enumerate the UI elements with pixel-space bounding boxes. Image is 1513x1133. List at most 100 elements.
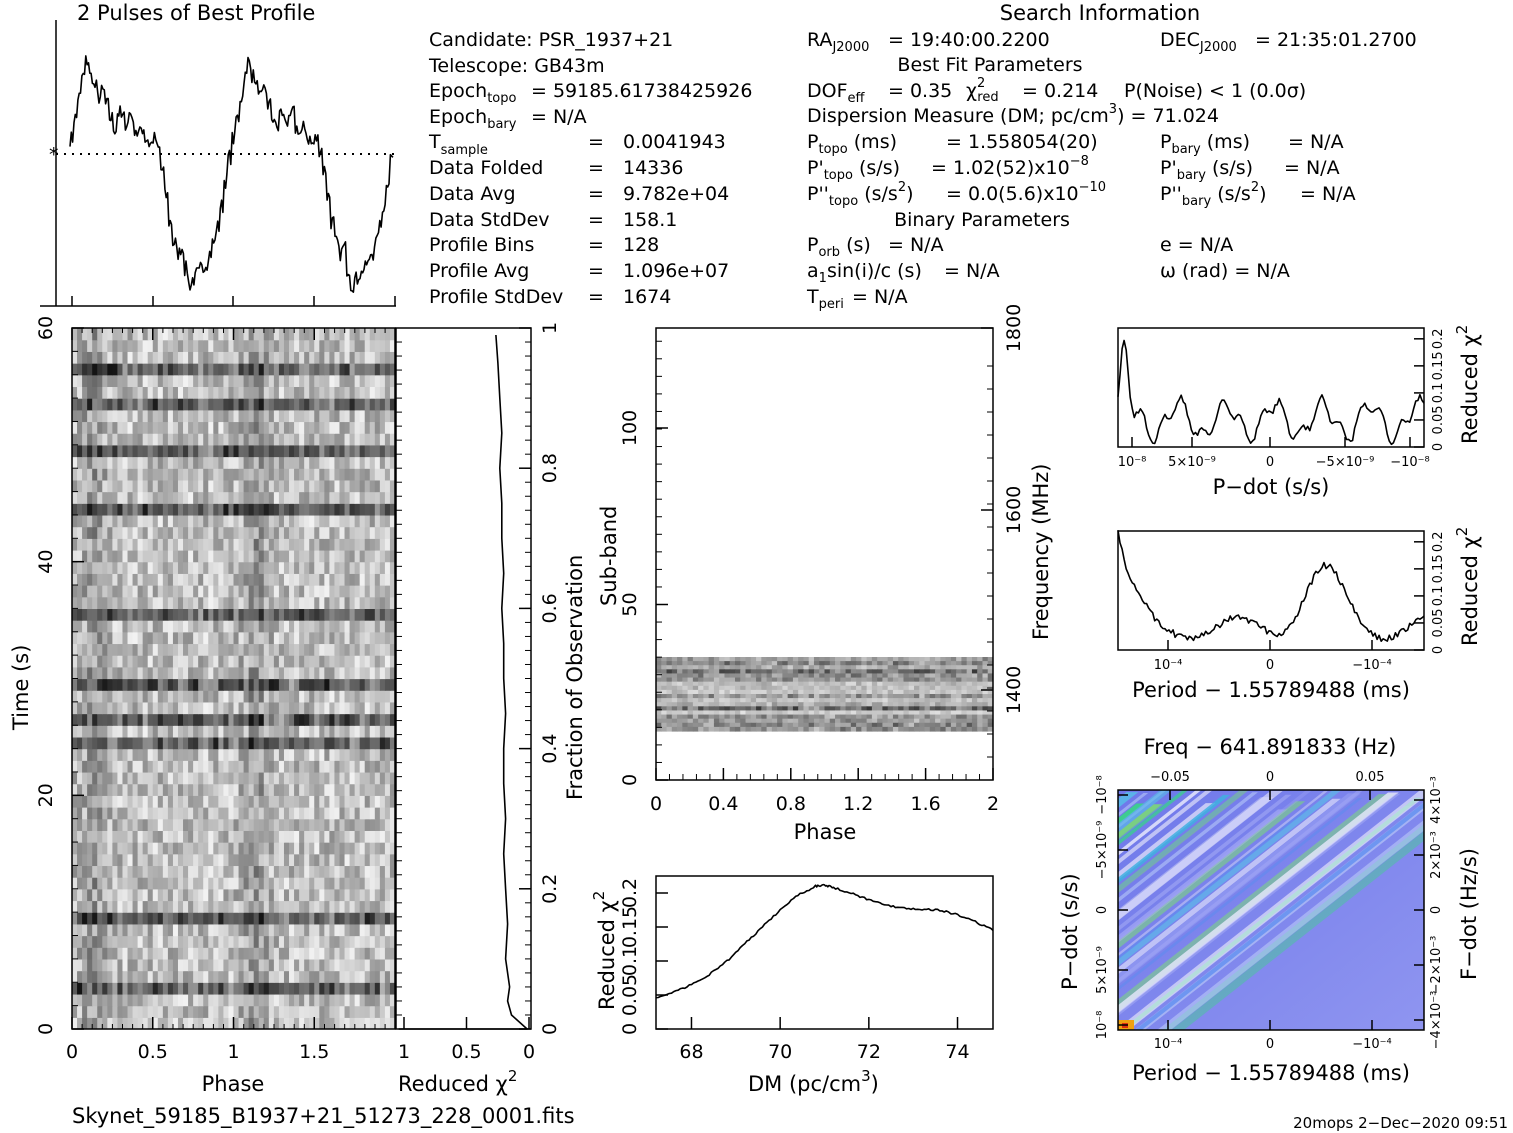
tp-cell: [253, 783, 260, 796]
sb-cell: [666, 694, 673, 699]
tp-cell: [147, 923, 154, 937]
tp-cell: [102, 386, 108, 399]
tp-cell: [334, 351, 341, 364]
tp-cell: [112, 549, 119, 563]
tp-cell: [167, 923, 174, 937]
tp-cell: [294, 514, 300, 528]
tp-cell: [198, 993, 204, 1007]
tp-cell: [208, 374, 214, 388]
sb-cell: [724, 673, 731, 679]
tp-cell: [263, 514, 270, 528]
sb-cell: [729, 673, 736, 679]
tp-cell: [319, 585, 325, 598]
tp-cell: [167, 888, 174, 902]
tp-cell: [238, 690, 245, 703]
tp-cell: [374, 947, 381, 960]
tp-cell: [97, 795, 103, 808]
tp-cell: [253, 970, 260, 983]
tp-cell: [324, 736, 330, 750]
tp-cell: [379, 947, 386, 960]
sb-cell: [887, 689, 894, 695]
tp-cell: [193, 830, 199, 843]
tp-cell: [198, 690, 204, 703]
tp-cell: [339, 328, 346, 341]
sb-cell: [798, 681, 805, 687]
tp-cell: [278, 1017, 285, 1029]
sb-cell: [656, 657, 662, 662]
tp-cell: [92, 970, 98, 983]
tp-cell: [183, 760, 189, 773]
tp-cell: [304, 328, 310, 341]
tp-cell: [299, 783, 305, 796]
sb-cell: [798, 669, 805, 675]
tp-cell: [117, 538, 124, 551]
tp-cell: [299, 818, 305, 831]
tp-cell: [319, 900, 325, 913]
tp-cell: [122, 748, 129, 761]
tp-cell: [374, 398, 381, 411]
tp-cell: [309, 631, 315, 645]
tp-cell: [142, 865, 149, 878]
tp-cell: [132, 807, 139, 820]
tp-cell: [107, 818, 113, 831]
tp-cell: [157, 421, 164, 434]
sb-cell: [929, 661, 936, 666]
tp-cell: [208, 923, 214, 937]
tp-cell: [374, 631, 381, 645]
tp-cell: [319, 947, 325, 960]
tp-cell: [299, 444, 305, 458]
tp-cell: [344, 1005, 351, 1018]
sb-cell: [966, 669, 973, 675]
tp-cell: [177, 479, 184, 493]
tp-cell: [172, 468, 179, 481]
tp-cell: [354, 585, 361, 598]
tp-cell: [102, 795, 108, 808]
tp-cell: [268, 538, 275, 551]
sb-cell: [682, 706, 689, 712]
tp-cell: [309, 842, 315, 855]
tp-cell: [334, 363, 341, 376]
tp-cell: [147, 888, 154, 902]
tp-cell: [162, 982, 169, 995]
tp-cell: [92, 795, 98, 808]
tp-cell: [142, 888, 149, 902]
tp-cell: [82, 608, 88, 621]
tp-cell: [329, 351, 336, 364]
tp-cell: [268, 514, 275, 528]
sb-cell: [835, 669, 841, 675]
tp-cell: [238, 596, 245, 609]
sb-cell: [908, 681, 915, 687]
tp-cell: [188, 760, 194, 773]
tp-cell: [82, 865, 88, 878]
sb-cell: [792, 706, 799, 712]
tp-cell: [97, 865, 103, 878]
tp-cell: [364, 339, 371, 352]
tp-cell: [112, 888, 119, 902]
tp-cell: [87, 620, 93, 633]
sb-cell: [756, 689, 762, 695]
tp-cell: [349, 818, 356, 831]
tp-cell: [369, 678, 376, 691]
tp-cell: [273, 993, 280, 1007]
tp-cell: [162, 993, 169, 1007]
tp-cell: [122, 900, 129, 913]
tp-cell: [198, 900, 204, 913]
tp-cell: [349, 958, 356, 972]
tp-cell: [213, 433, 219, 446]
tp-cell: [162, 958, 169, 972]
tp-cell: [198, 596, 204, 609]
tp-cell: [243, 713, 250, 726]
tp-cell: [364, 970, 371, 983]
tp-cell: [334, 853, 341, 867]
tp-cell: [87, 549, 93, 563]
tp-cell: [314, 339, 320, 352]
tp-cell: [248, 573, 255, 586]
sb-cell: [898, 677, 905, 683]
tp-cell: [112, 421, 119, 434]
sb-cell: [708, 677, 715, 683]
tp-cell: [142, 620, 149, 633]
tp-cell: [268, 328, 275, 341]
tp-cell: [137, 620, 144, 633]
tp-cell: [228, 795, 235, 808]
tp-cell: [72, 900, 78, 913]
